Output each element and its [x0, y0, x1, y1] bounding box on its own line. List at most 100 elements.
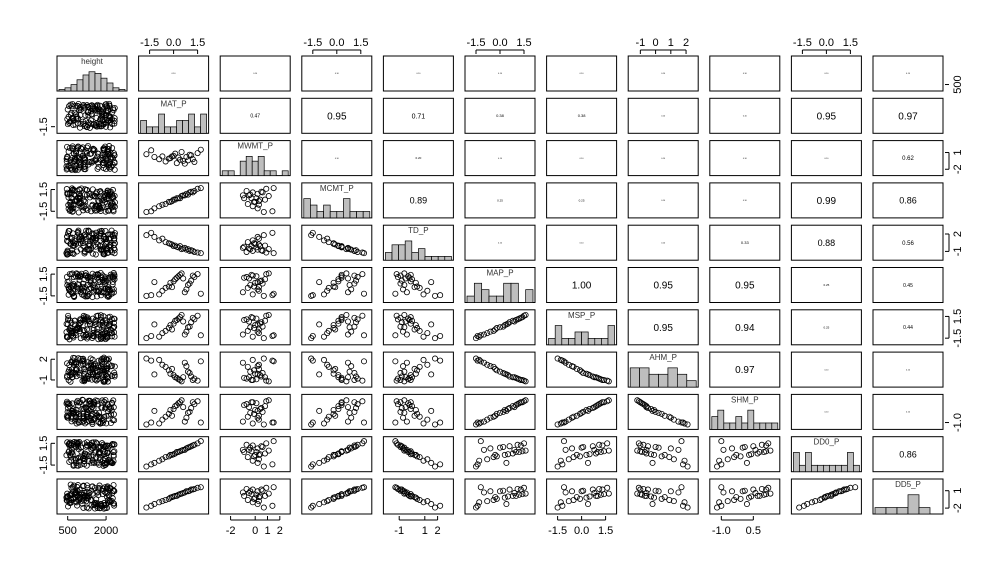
data-point [87, 279, 94, 286]
panel-frame [138, 182, 210, 219]
data-point [70, 117, 77, 124]
data-point [97, 420, 104, 427]
data-point [643, 490, 650, 497]
data-point [476, 356, 483, 363]
data-point [249, 420, 256, 427]
data-point [428, 371, 435, 378]
data-point [87, 371, 94, 378]
data-point [652, 487, 659, 494]
data-point [675, 489, 682, 496]
data-point [67, 439, 74, 446]
data-point [758, 441, 765, 448]
data-point [67, 165, 74, 172]
data-point [569, 488, 576, 495]
data-point [258, 443, 265, 450]
data-point [239, 446, 246, 453]
data-point [678, 484, 685, 491]
panel-frame [709, 267, 781, 303]
tick-label: -2 [952, 503, 964, 513]
data-point [562, 418, 569, 425]
data-point [407, 320, 414, 327]
data-point [89, 201, 96, 208]
data-point [591, 374, 598, 381]
data-point [655, 444, 662, 451]
tick-label: 0.5 [746, 525, 761, 537]
histogram-bar [639, 367, 650, 388]
panel-frame [382, 182, 454, 219]
tick-label: -1.5 [303, 37, 322, 49]
data-point [67, 157, 74, 164]
data-point [91, 121, 98, 128]
data-point [73, 163, 80, 170]
data-point [718, 438, 725, 445]
data-point [197, 438, 204, 445]
histogram-bar [239, 160, 247, 176]
panel-10-1 [138, 478, 210, 515]
data-point [64, 490, 71, 497]
panel-3-8: 0.10 [709, 182, 781, 219]
histogram-bar [391, 244, 399, 261]
data-point [180, 404, 187, 411]
panel-8-7 [627, 393, 699, 430]
correlation-value: 0.33 [741, 240, 750, 245]
panel-9-9: DD0_P [790, 436, 862, 473]
data-point [649, 501, 656, 508]
data-point [480, 489, 487, 496]
data-point [338, 243, 345, 250]
tick-label: -1.5 [38, 456, 50, 475]
data-point [165, 410, 172, 417]
data-point [514, 441, 521, 448]
panel-5-6: 1.00 [546, 267, 618, 303]
data-point [474, 419, 481, 426]
data-point [82, 122, 89, 129]
data-point [265, 311, 272, 318]
correlation-value: 0.10 [498, 73, 503, 75]
panel-8-6 [546, 393, 618, 430]
data-point [407, 399, 414, 406]
data-point [151, 371, 158, 378]
data-point [88, 412, 95, 419]
data-point [316, 321, 323, 328]
data-point [73, 153, 80, 160]
panel-frame [301, 478, 373, 515]
tick-label: 0 [653, 37, 659, 49]
panel-4-8: 0.33 [709, 224, 781, 261]
data-point [105, 189, 112, 196]
histogram-bar [885, 507, 898, 515]
data-point [84, 109, 91, 116]
data-point [354, 375, 361, 382]
data-point [599, 376, 606, 383]
correlation-value: 0.10 [743, 116, 748, 118]
data-point [680, 502, 687, 509]
data-point [260, 504, 267, 511]
tick-label: 500 [59, 525, 77, 537]
data-point [73, 439, 80, 446]
data-point [585, 501, 592, 508]
histogram-bar [495, 295, 505, 303]
tick-label: 1 [952, 149, 964, 155]
right-axis-2: -2 1 [945, 149, 964, 174]
data-point [332, 412, 339, 419]
data-point [403, 289, 410, 296]
data-point [406, 317, 413, 324]
data-point [476, 333, 483, 340]
data-point [338, 314, 345, 321]
panel-7-10: 0.10 [872, 351, 944, 388]
data-point [513, 492, 520, 499]
data-point [88, 453, 95, 460]
data-point [432, 504, 439, 511]
histogram-bar [587, 338, 596, 346]
data-point [577, 410, 584, 417]
panel-frame [790, 224, 862, 261]
panel-7-9: 0.10 [790, 351, 862, 388]
data-point [239, 192, 246, 199]
data-point [496, 444, 503, 451]
panel-10-5 [464, 478, 536, 515]
panel-frame [546, 140, 618, 177]
left-axis-1: -1.5 [38, 117, 55, 136]
data-point [492, 365, 499, 372]
data-point [188, 486, 195, 493]
panel-frame [790, 351, 862, 388]
data-point [165, 283, 172, 290]
data-point [106, 498, 113, 505]
